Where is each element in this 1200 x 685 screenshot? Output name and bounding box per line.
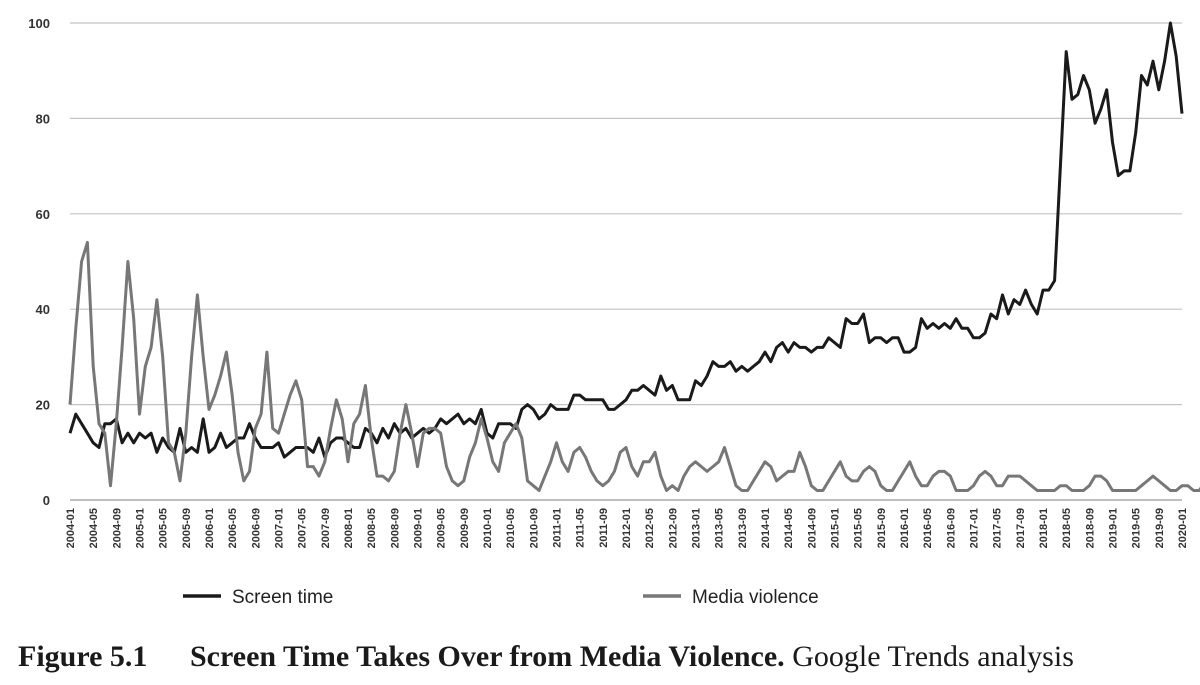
x-tick-label: 2010-09 xyxy=(528,508,540,548)
x-tick-label: 2013-09 xyxy=(737,508,749,548)
x-axis: 2004-01 2004-05 2004-09 2005-01 2005-05 2005-… xyxy=(65,508,1189,548)
x-tick-label: 2009-01 xyxy=(413,508,425,548)
x-tick-label: 2018-09 xyxy=(1084,508,1096,548)
x-tick-label: 2018-01 xyxy=(1038,508,1050,548)
x-tick-label: 2014-09 xyxy=(806,508,818,548)
x-tick-label: 2014-01 xyxy=(760,508,772,548)
series-line-media-violence xyxy=(68,240,1200,492)
x-tick-label: 2004-05 xyxy=(88,508,100,548)
x-tick-label: 2017-05 xyxy=(992,508,1004,548)
x-tick-label: 2011-09 xyxy=(598,508,610,548)
x-tick-label: 2012-05 xyxy=(644,508,656,548)
legend-item: Screen time xyxy=(183,587,333,608)
x-tick-label: 2009-05 xyxy=(436,508,448,548)
x-tick-label: 2019-09 xyxy=(1154,508,1166,548)
x-tick-label: 2018-05 xyxy=(1061,508,1073,548)
x-tick-label: 2013-05 xyxy=(714,508,726,548)
x-tick-label: 2015-09 xyxy=(876,508,888,548)
x-tick-label: 2005-01 xyxy=(135,508,147,548)
x-tick-label: 2005-09 xyxy=(181,508,193,548)
x-tick-label: 2012-09 xyxy=(667,508,679,548)
x-tick-label: 2007-01 xyxy=(274,508,286,548)
legend-label: Media violence xyxy=(692,587,819,608)
x-tick-label: 2016-05 xyxy=(922,508,934,548)
x-tick-label: 2007-05 xyxy=(297,508,309,548)
legend: Screen time Media violence xyxy=(183,587,819,608)
figure-number: Figure 5.1 xyxy=(18,640,148,673)
legend-label: Screen time xyxy=(232,587,333,608)
figure-caption: Figure 5.1 Screen Time Takes Over from Me… xyxy=(18,640,1074,674)
x-tick-label: 2017-01 xyxy=(969,508,981,548)
x-tick-label: 2017-09 xyxy=(1015,508,1027,548)
x-tick-label: 2005-05 xyxy=(158,508,170,548)
x-tick-label: 2020-01 xyxy=(1177,508,1189,548)
x-tick-label: 2019-01 xyxy=(1108,508,1120,548)
x-tick-label: 2010-05 xyxy=(505,508,517,548)
y-tick-label: 20 xyxy=(36,398,50,413)
x-tick-label: 2008-09 xyxy=(389,508,401,548)
x-tick-label: 2011-01 xyxy=(552,508,564,548)
x-tick-label: 2013-01 xyxy=(691,508,703,548)
x-tick-label: 2016-01 xyxy=(899,508,911,548)
x-tick-label: 2004-01 xyxy=(65,508,77,548)
x-tick-label: 2006-05 xyxy=(227,508,239,548)
x-tick-label: 2015-05 xyxy=(853,508,865,548)
legend-item: Media violence xyxy=(643,587,819,608)
y-tick-label: 60 xyxy=(36,207,50,222)
gridlines xyxy=(70,22,1182,501)
y-tick-label: 100 xyxy=(28,16,50,31)
x-tick-label: 2009-09 xyxy=(459,508,471,548)
x-tick-label: 2015-01 xyxy=(830,508,842,548)
x-tick-label: 2012-01 xyxy=(621,508,633,548)
y-tick-label: 80 xyxy=(36,111,50,126)
line-chart: 0 20 40 60 80 100 2004-01 2004-05 2004-09 2005-0… xyxy=(28,16,1200,608)
x-tick-label: 2006-01 xyxy=(204,508,216,548)
y-tick-label: 40 xyxy=(36,302,50,317)
x-tick-label: 2011-05 xyxy=(575,508,587,548)
x-tick-label: 2014-05 xyxy=(783,508,795,548)
series-lines xyxy=(68,21,1200,492)
x-tick-label: 2007-09 xyxy=(320,508,332,548)
y-tick-label: 0 xyxy=(43,493,50,508)
x-tick-label: 2016-09 xyxy=(945,508,957,548)
x-tick-label: 2008-05 xyxy=(366,508,378,548)
x-tick-label: 2010-01 xyxy=(482,508,494,548)
x-tick-label: 2019-05 xyxy=(1131,508,1143,548)
y-axis: 0 20 40 60 80 100 xyxy=(28,16,50,508)
x-tick-label: 2004-09 xyxy=(111,508,123,548)
figure-title: Screen Time Takes Over from Media Violen… xyxy=(190,640,785,673)
series-line-screen-time xyxy=(68,21,1184,459)
x-tick-label: 2008-01 xyxy=(343,508,355,548)
x-tick-label: 2006-09 xyxy=(250,508,262,548)
figure-caption-text: Google Trends analysis xyxy=(792,640,1074,673)
